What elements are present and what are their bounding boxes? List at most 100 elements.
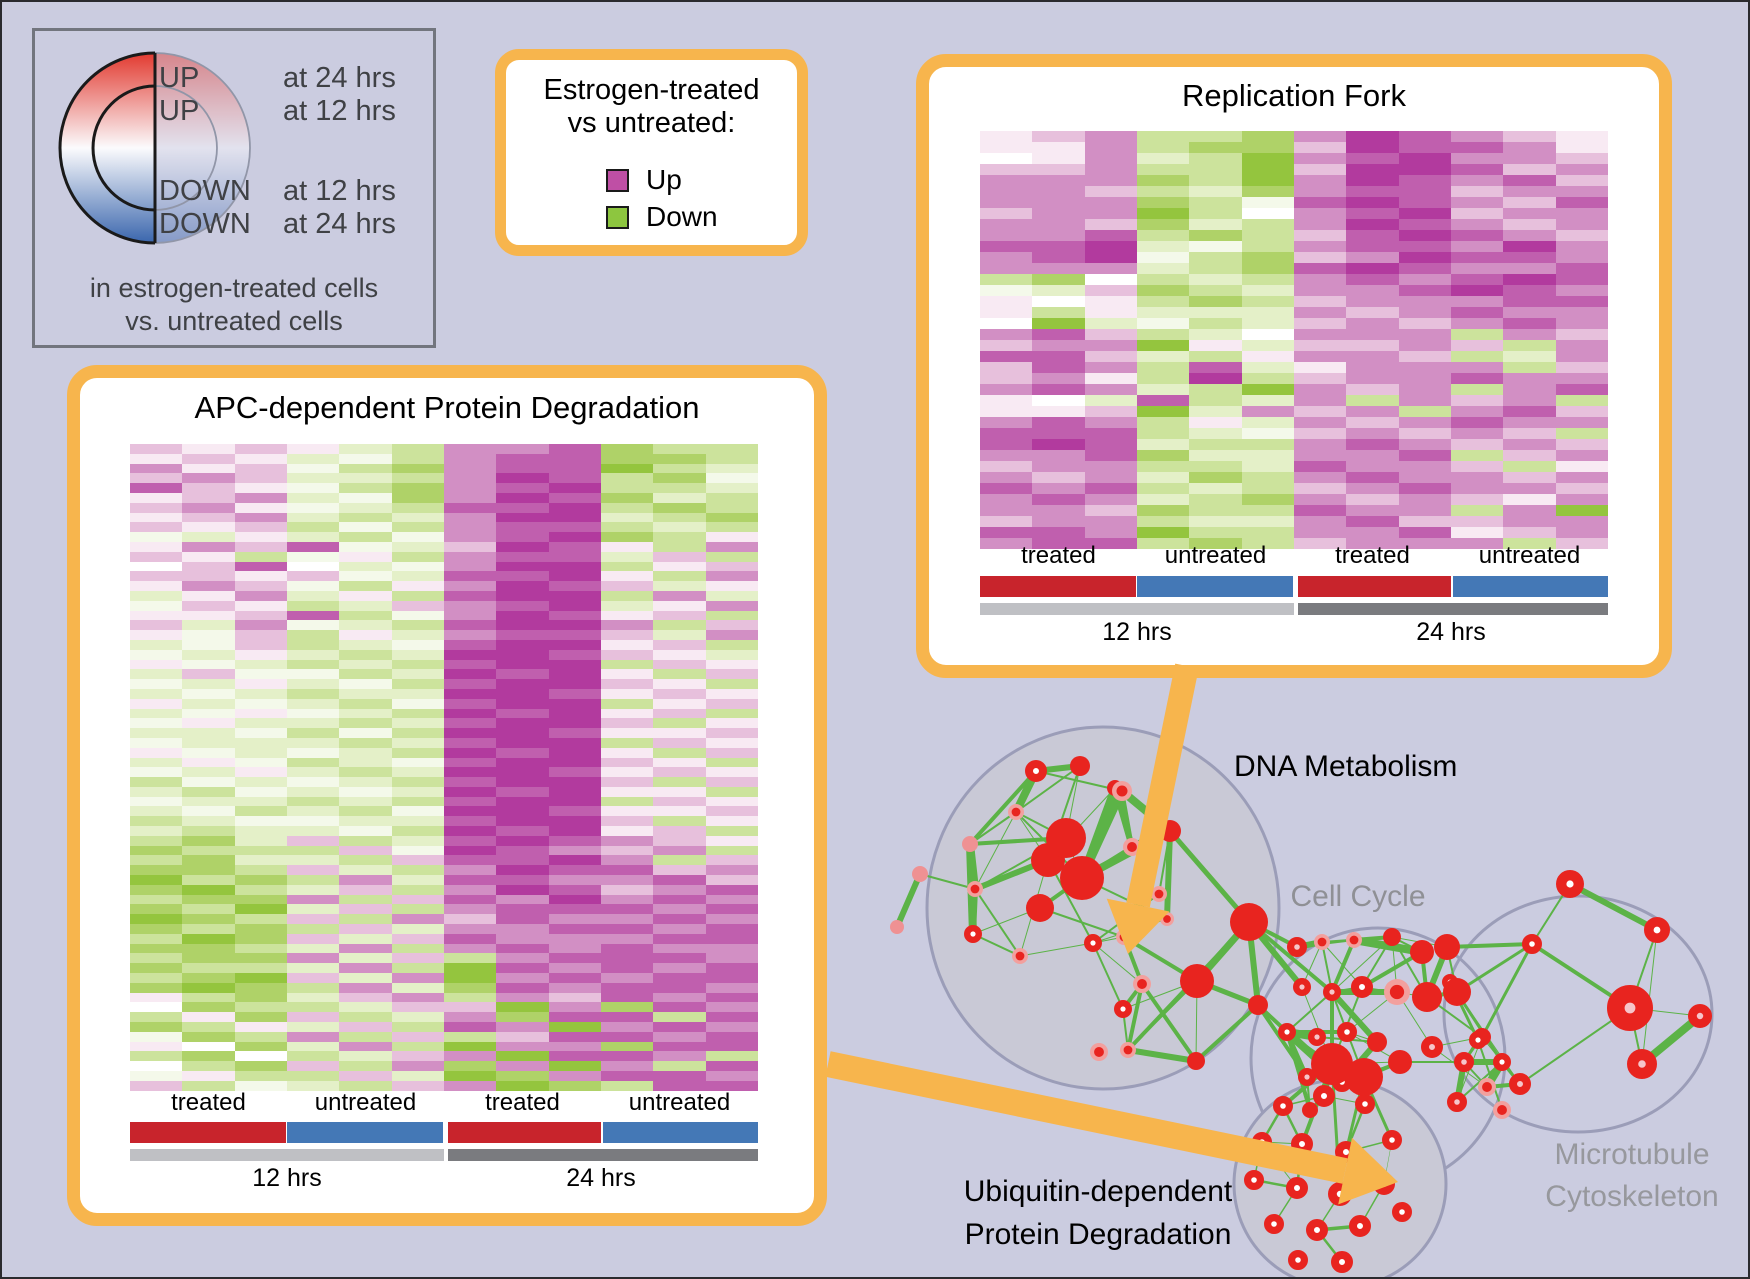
heatmap-row <box>130 816 758 827</box>
replication-fork-heatmap <box>980 131 1608 549</box>
network-node <box>1277 1022 1296 1041</box>
network-node <box>1307 1027 1326 1046</box>
heatmap-row <box>980 142 1608 153</box>
heatmap-row <box>980 373 1608 384</box>
heatmap-row <box>130 914 758 925</box>
network-node <box>1187 1052 1205 1070</box>
network-node <box>962 836 978 852</box>
heatmap-row <box>130 737 758 748</box>
heatmap-row <box>130 757 758 768</box>
network-node <box>1046 818 1086 858</box>
ubiquitin-line2: Protein Degradation <box>964 1218 1232 1251</box>
untreated-bar <box>603 1122 758 1143</box>
network-node <box>1026 894 1054 922</box>
condition-label: treated <box>171 1089 246 1116</box>
network-node <box>1492 1052 1511 1071</box>
microtubule-cytoskeleton-label: Microtubule Cytoskeleton <box>1497 1134 1748 1218</box>
heatmap-row <box>130 453 758 464</box>
heatmap-row <box>980 131 1608 142</box>
heatmap-row <box>130 718 758 729</box>
legend-down-24-time: at 24 hrs <box>283 208 396 240</box>
legend-item-down: Down <box>606 201 718 232</box>
heatmap-row <box>980 428 1608 439</box>
estrogen-legend-title-line2: vs untreated: <box>567 107 736 139</box>
heatmap-row <box>130 659 758 670</box>
heatmap-row <box>130 679 758 689</box>
heatmap-row <box>130 973 758 983</box>
heatmap-row <box>130 522 758 533</box>
heatmap-row <box>980 516 1608 527</box>
heatmap-row <box>130 649 758 660</box>
heatmap-row <box>980 483 1608 494</box>
legend-down-24-dir: DOWN <box>159 208 251 240</box>
heatmap-row <box>130 1061 758 1071</box>
replication-fork-title: Replication Fork <box>1182 78 1406 113</box>
heatmap-row <box>130 924 758 934</box>
heatmap-row <box>130 620 758 631</box>
heatmap-row <box>130 532 758 542</box>
heatmap-row <box>130 767 758 778</box>
cluster-mt <box>1442 894 1714 1134</box>
heatmap-row <box>980 362 1608 373</box>
network-node <box>1287 1249 1308 1270</box>
heatmap-row <box>980 472 1608 483</box>
heatmap-row <box>980 384 1608 395</box>
network-node <box>1322 983 1341 1002</box>
heatmap-row <box>130 610 758 621</box>
bar-12hrs <box>980 603 1294 615</box>
heatmap-row <box>130 1041 758 1052</box>
network-node <box>1243 1169 1264 1190</box>
heatmap-row <box>980 230 1608 241</box>
network-node <box>1263 1213 1284 1234</box>
heatmap-row <box>130 855 758 866</box>
network-node <box>1555 870 1584 899</box>
heatmap-row <box>130 600 758 611</box>
heatmap-row <box>980 208 1608 219</box>
heatmap-row <box>130 669 758 680</box>
heatmap-row <box>980 219 1608 230</box>
network-node <box>1286 936 1307 957</box>
heatmap-row <box>980 285 1608 296</box>
heatmap-row <box>130 502 758 513</box>
network-node <box>1521 933 1542 954</box>
time-label: 24 hrs <box>566 1164 636 1192</box>
dna-metabolism-label: DNA Metabolism <box>1234 750 1458 783</box>
heatmap-row <box>130 483 758 493</box>
estrogen-legend: Estrogen-treated vs untreated: Up Down <box>495 49 808 256</box>
up-label: Up <box>646 164 682 195</box>
estrogen-legend-title: Estrogen-treated vs untreated: <box>506 74 797 140</box>
network-node <box>1159 820 1181 842</box>
treated-bar <box>130 1122 286 1143</box>
legend-caption-line2: vs. untreated cells <box>125 306 343 336</box>
network-node <box>1367 1032 1387 1052</box>
legend-item-up: Up <box>606 164 682 195</box>
heatmap-row <box>130 904 758 915</box>
network-node <box>1070 756 1090 776</box>
heatmap-row <box>130 590 758 601</box>
heatmap-row <box>980 494 1608 505</box>
network-node <box>1335 1141 1357 1163</box>
heatmap-row <box>980 307 1608 318</box>
network-node <box>1180 964 1214 998</box>
network-node <box>1607 984 1654 1031</box>
network-node <box>1336 1021 1357 1042</box>
network-node <box>1388 1050 1412 1074</box>
heatmap-row <box>130 845 758 856</box>
network-node <box>1349 1215 1371 1237</box>
untreated-bar <box>1137 576 1293 597</box>
heatmap-row <box>980 241 1608 252</box>
heatmap-row <box>980 395 1608 406</box>
heatmap-row <box>130 698 758 709</box>
heatmap-row <box>130 688 758 699</box>
heatmap-row <box>980 406 1608 417</box>
heatmap-row <box>130 992 758 1003</box>
heatmap-row <box>130 1022 758 1032</box>
heatmap-row <box>130 1002 758 1013</box>
legend-up-24-dir: UP <box>159 62 200 94</box>
time-label: 12 hrs <box>252 1164 322 1192</box>
ubiquitin-degradation-label: Ubiquitin-dependent Protein Degradation <box>948 1170 1248 1256</box>
network-node <box>1328 1182 1353 1207</box>
network-node <box>1313 1085 1335 1107</box>
network-node <box>912 866 928 882</box>
